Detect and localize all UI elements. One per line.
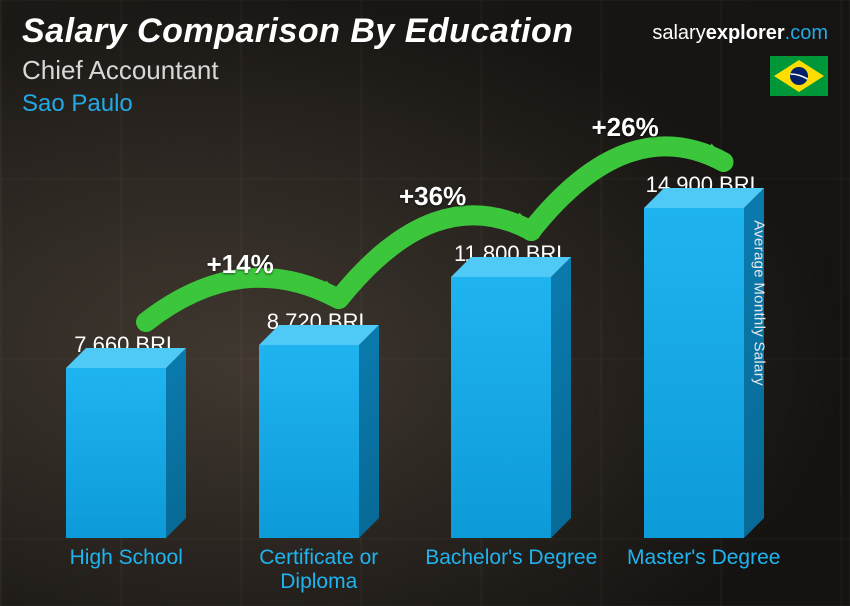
bar-shape bbox=[66, 368, 186, 538]
flag-icon bbox=[770, 56, 828, 96]
y-axis-label: Average Monthly Salary bbox=[751, 220, 768, 386]
bar-category-label: High School bbox=[30, 542, 223, 594]
labels-container: High SchoolCertificate or DiplomaBachelo… bbox=[30, 542, 800, 594]
chart-subtitle: Chief Accountant bbox=[22, 55, 828, 86]
increase-pct-1: +36% bbox=[399, 181, 466, 212]
increase-pct-0: +14% bbox=[207, 249, 274, 280]
bar-category-label: Certificate or Diploma bbox=[223, 542, 416, 594]
chart-location: Sao Paulo bbox=[22, 90, 828, 118]
bar-category-label: Master's Degree bbox=[608, 542, 801, 594]
brand-watermark: salaryexplorer.com bbox=[652, 22, 828, 45]
bar-category-label: Bachelor's Degree bbox=[415, 542, 608, 594]
